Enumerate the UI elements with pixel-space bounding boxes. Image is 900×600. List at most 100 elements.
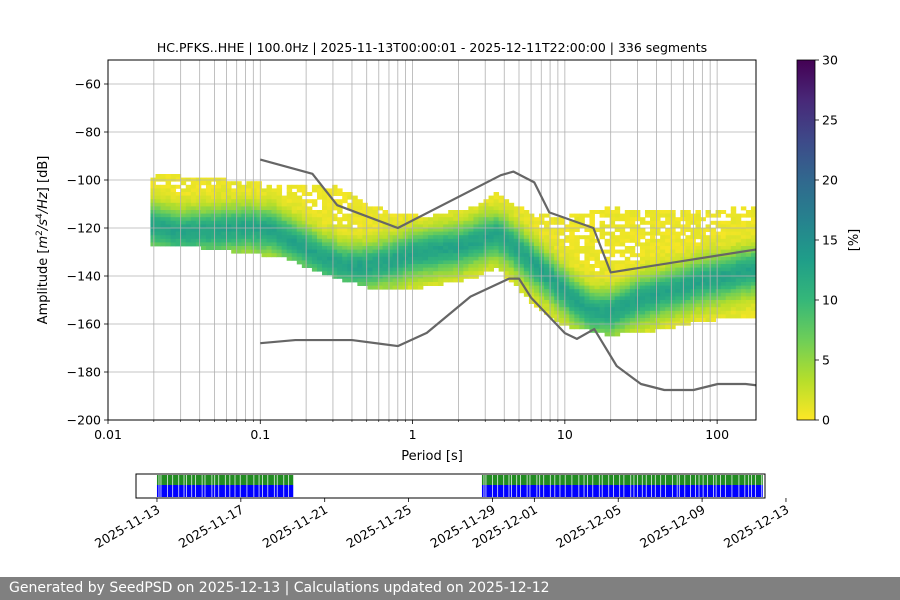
psd-cell [725, 246, 732, 250]
psd-cell [342, 267, 348, 272]
psd-cell [433, 242, 439, 247]
psd-cell [195, 213, 202, 218]
psd-cell [564, 274, 570, 279]
psd-cell [160, 224, 166, 229]
psd-cell [665, 307, 671, 312]
psd-cell [306, 235, 313, 240]
psd-cell [508, 228, 515, 232]
psd-cell [483, 220, 489, 225]
psd-cell [195, 217, 202, 222]
psd-cell [629, 264, 636, 268]
psd-cell [503, 242, 510, 247]
psd-cell [554, 300, 560, 304]
psd-cell [559, 300, 565, 304]
psd-cell [518, 271, 525, 276]
psd-cell [417, 246, 424, 250]
psd-cell [211, 213, 217, 218]
psd-cell [539, 292, 545, 297]
psd-cell [685, 303, 691, 308]
psd-cell [650, 318, 656, 322]
psd-cell [579, 310, 585, 315]
psd-cell [412, 238, 419, 243]
psd-cell [296, 199, 303, 204]
psd-cell [175, 238, 182, 243]
psd-cell [559, 217, 565, 222]
psd-cell [236, 188, 242, 193]
psd-cell [443, 213, 449, 218]
psd-cell [160, 188, 166, 193]
psd-cell [700, 303, 706, 308]
psd-cell [165, 242, 172, 247]
psd-cell [720, 242, 727, 247]
psd-cell [362, 220, 368, 225]
psd-cell [453, 253, 459, 258]
psd-cell [427, 238, 434, 243]
psd-cell [291, 210, 298, 214]
psd-cell [266, 246, 272, 250]
psd-cell [382, 271, 389, 276]
psd-cell [337, 188, 343, 193]
psd-cell [518, 253, 525, 258]
psd-cell [337, 253, 343, 258]
psd-cell [216, 206, 222, 211]
psd-cell [231, 202, 237, 207]
psd-cell [569, 296, 575, 301]
psd-cell [710, 296, 717, 301]
psd-cell [569, 278, 575, 283]
psd-cell [685, 228, 691, 232]
psd-cell [725, 235, 732, 240]
psd-cell [488, 231, 494, 236]
psd-cell [311, 199, 318, 204]
psd-cell [397, 260, 404, 265]
psd-cell [478, 213, 484, 218]
psd-cell [266, 199, 272, 204]
psd-cell [569, 267, 575, 272]
psd-cell [700, 310, 706, 315]
psd-cell [382, 224, 389, 229]
psd-cell [357, 256, 363, 261]
psd-cell [397, 217, 404, 222]
psd-cell [533, 220, 540, 225]
psd-cell [604, 210, 611, 214]
psd-cell [604, 289, 611, 294]
psd-cell [216, 242, 222, 247]
psd-cell [650, 267, 656, 272]
psd-cell [281, 228, 288, 232]
psd-cell [261, 199, 267, 204]
psd-cell [377, 228, 383, 232]
psd-cell [417, 231, 424, 236]
psd-cell [211, 188, 217, 193]
psd-cell [427, 246, 434, 250]
psd-cell [614, 213, 621, 218]
psd-cell [725, 238, 732, 243]
psd-cell [296, 206, 303, 211]
psd-cell [559, 228, 565, 232]
psd-cell [523, 271, 530, 276]
psd-cell [367, 285, 373, 290]
psd-cell [266, 213, 272, 218]
psd-cell [745, 220, 752, 225]
psd-cell [740, 238, 747, 243]
psd-cell [564, 300, 570, 304]
colorbar-tick-label: 15 [822, 233, 838, 248]
psd-cell [730, 260, 737, 265]
psd-cell [730, 246, 737, 250]
psd-cell [256, 202, 262, 207]
psd-cell [730, 249, 737, 254]
psd-cell [236, 238, 242, 243]
psd-cell [387, 267, 394, 272]
psd-cell [271, 231, 278, 236]
psd-cell [170, 174, 177, 178]
psd-cell [544, 224, 550, 229]
psd-cell [261, 192, 267, 196]
psd-cell [438, 246, 444, 250]
psd-cell [453, 217, 459, 222]
psd-cell [327, 199, 333, 204]
psd-cell [271, 217, 278, 222]
psd-cell [211, 210, 217, 214]
psd-cell [730, 278, 737, 283]
psd-cell [599, 314, 606, 319]
psd-cell [730, 224, 737, 229]
psd-cell [392, 246, 399, 250]
psd-cell [670, 289, 676, 294]
